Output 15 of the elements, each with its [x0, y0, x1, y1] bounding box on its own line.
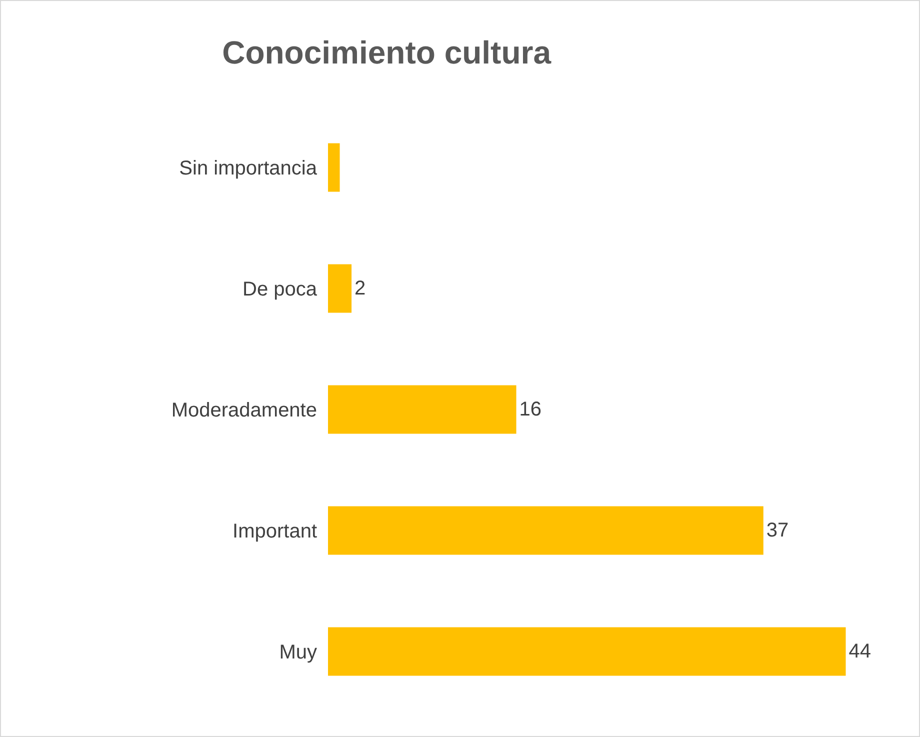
bar — [328, 385, 516, 434]
y-tick-label: Sin importancia — [179, 158, 318, 180]
data-label: 37 — [766, 520, 789, 542]
y-tick-label: Moderadamente — [171, 400, 317, 422]
bar — [328, 143, 340, 192]
chart-title: Conocimiento cultura — [222, 34, 552, 71]
bar — [328, 627, 846, 676]
data-label: 44 — [848, 640, 871, 662]
bar — [328, 506, 764, 555]
bar — [328, 264, 352, 313]
data-label: 16 — [519, 398, 542, 420]
y-tick-label: Muy — [279, 642, 317, 664]
data-label: 2 — [354, 278, 366, 300]
y-tick-label: De poca — [242, 278, 318, 300]
y-tick-label: Important — [232, 520, 318, 542]
